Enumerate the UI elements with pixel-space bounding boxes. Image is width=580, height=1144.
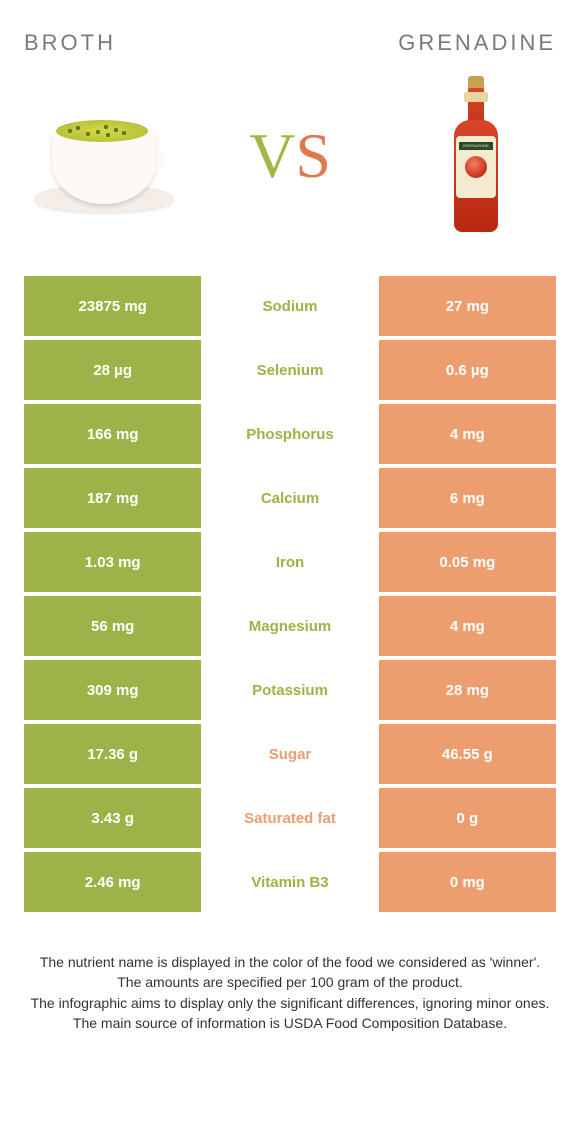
nutrient-name: Vitamin B3 [201,852,378,912]
left-value: 3.43 g [24,788,201,848]
right-value: 0.6 µg [379,340,556,400]
footer-line: The nutrient name is displayed in the co… [28,952,552,972]
vs-v: V [249,120,295,191]
footer-line: The main source of information is USDA F… [28,1013,552,1033]
nutrient-name: Selenium [201,340,378,400]
nutrient-name: Potassium [201,660,378,720]
right-value: 4 mg [379,596,556,656]
left-value: 17.36 g [24,724,201,784]
left-value: 2.46 mg [24,852,201,912]
nutrient-name: Magnesium [201,596,378,656]
footer-line: The amounts are specified per 100 gram o… [28,972,552,992]
images-row: VS GRENADINE [24,76,556,236]
right-value: 27 mg [379,276,556,336]
right-value: 0 g [379,788,556,848]
table-row: 17.36 gSugar46.55 g [24,724,556,784]
nutrient-name: Iron [201,532,378,592]
footer-notes: The nutrient name is displayed in the co… [24,952,556,1033]
left-value: 187 mg [24,468,201,528]
comparison-table: 23875 mgSodium27 mg28 µgSelenium0.6 µg16… [24,276,556,912]
left-value: 56 mg [24,596,201,656]
grenadine-image: GRENADINE [396,76,556,236]
table-row: 3.43 gSaturated fat0 g [24,788,556,848]
right-title: GRENADINE [398,30,556,56]
right-value: 4 mg [379,404,556,464]
nutrient-name: Sugar [201,724,378,784]
right-value: 0 mg [379,852,556,912]
vs-s: S [295,120,331,191]
table-row: 56 mgMagnesium4 mg [24,596,556,656]
footer-line: The infographic aims to display only the… [28,993,552,1013]
vs-label: VS [249,119,331,193]
left-value: 1.03 mg [24,532,201,592]
table-row: 166 mgPhosphorus4 mg [24,404,556,464]
nutrient-name: Phosphorus [201,404,378,464]
left-title: BROTH [24,30,116,56]
broth-image [24,76,184,236]
table-row: 309 mgPotassium28 mg [24,660,556,720]
table-row: 1.03 mgIron0.05 mg [24,532,556,592]
right-value: 0.05 mg [379,532,556,592]
right-value: 46.55 g [379,724,556,784]
table-row: 23875 mgSodium27 mg [24,276,556,336]
table-row: 28 µgSelenium0.6 µg [24,340,556,400]
left-value: 23875 mg [24,276,201,336]
right-value: 6 mg [379,468,556,528]
right-value: 28 mg [379,660,556,720]
nutrient-name: Saturated fat [201,788,378,848]
left-value: 166 mg [24,404,201,464]
nutrient-name: Sodium [201,276,378,336]
nutrient-name: Calcium [201,468,378,528]
table-row: 2.46 mgVitamin B30 mg [24,852,556,912]
title-row: BROTH GRENADINE [24,30,556,56]
left-value: 309 mg [24,660,201,720]
left-value: 28 µg [24,340,201,400]
table-row: 187 mgCalcium6 mg [24,468,556,528]
